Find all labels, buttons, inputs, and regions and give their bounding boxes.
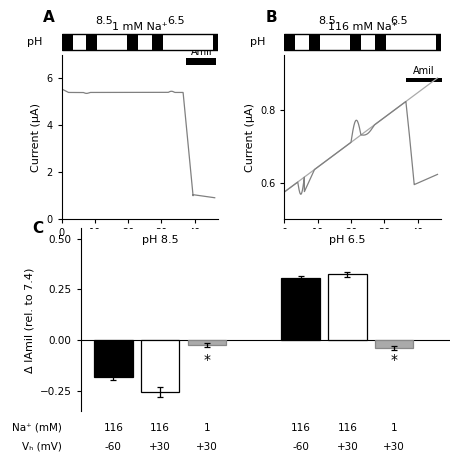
Bar [141, 340, 179, 392]
Text: *: * [391, 353, 398, 367]
Text: C: C [33, 221, 44, 236]
Text: 1: 1 [204, 423, 210, 432]
Text: +30: +30 [196, 442, 218, 452]
Bar [282, 278, 320, 340]
Text: 116: 116 [103, 423, 123, 432]
Bar [284, 34, 441, 50]
Bar [94, 340, 133, 377]
Text: 116: 116 [337, 423, 357, 432]
Text: 116: 116 [150, 423, 170, 432]
Text: pH 6.5: pH 6.5 [329, 235, 365, 245]
Bar [436, 34, 441, 50]
Text: pH: pH [27, 37, 43, 47]
Text: 8.5: 8.5 [95, 16, 113, 26]
Text: B: B [265, 10, 277, 25]
Bar [309, 34, 319, 50]
Text: +30: +30 [337, 442, 358, 452]
Bar [375, 34, 386, 50]
Text: +30: +30 [383, 442, 405, 452]
Text: 1 mM Na⁺: 1 mM Na⁺ [112, 22, 168, 32]
Bar [188, 340, 226, 345]
Text: 8.5: 8.5 [318, 16, 336, 26]
Bar [375, 340, 413, 348]
Bar [328, 274, 366, 340]
Text: 6.5: 6.5 [390, 16, 407, 26]
Text: 1: 1 [391, 423, 398, 432]
Text: Amil: Amil [412, 66, 434, 76]
X-axis label: Time (sec): Time (sec) [334, 244, 392, 254]
Text: 6.5: 6.5 [167, 16, 184, 26]
Y-axis label: Current (μA): Current (μA) [245, 103, 255, 171]
Text: Na⁺ (mM): Na⁺ (mM) [12, 423, 62, 432]
Text: Amil: Amil [191, 47, 212, 57]
Bar [186, 58, 216, 65]
Text: Vₕ (mV): Vₕ (mV) [22, 442, 62, 452]
Bar [284, 34, 295, 50]
Text: *: * [203, 353, 210, 367]
Y-axis label: Δ IAmil (rel. to 7.4): Δ IAmil (rel. to 7.4) [24, 267, 34, 372]
Bar [86, 34, 97, 50]
Text: pH 8.5: pH 8.5 [142, 235, 178, 245]
Text: -60: -60 [292, 442, 309, 452]
Text: 116 mM Na⁺: 116 mM Na⁺ [328, 22, 397, 32]
Bar [128, 34, 138, 50]
Text: pH: pH [250, 37, 265, 47]
Bar [152, 34, 163, 50]
Text: -60: -60 [105, 442, 122, 452]
Bar [62, 34, 73, 50]
Text: A: A [43, 10, 55, 25]
Y-axis label: Current (μA): Current (μA) [31, 103, 41, 171]
Bar [213, 34, 218, 50]
Text: +30: +30 [149, 442, 171, 452]
Text: 116: 116 [291, 423, 310, 432]
X-axis label: Time (sec): Time (sec) [111, 244, 169, 254]
Bar [406, 78, 443, 82]
Bar [62, 34, 218, 50]
Bar [350, 34, 361, 50]
